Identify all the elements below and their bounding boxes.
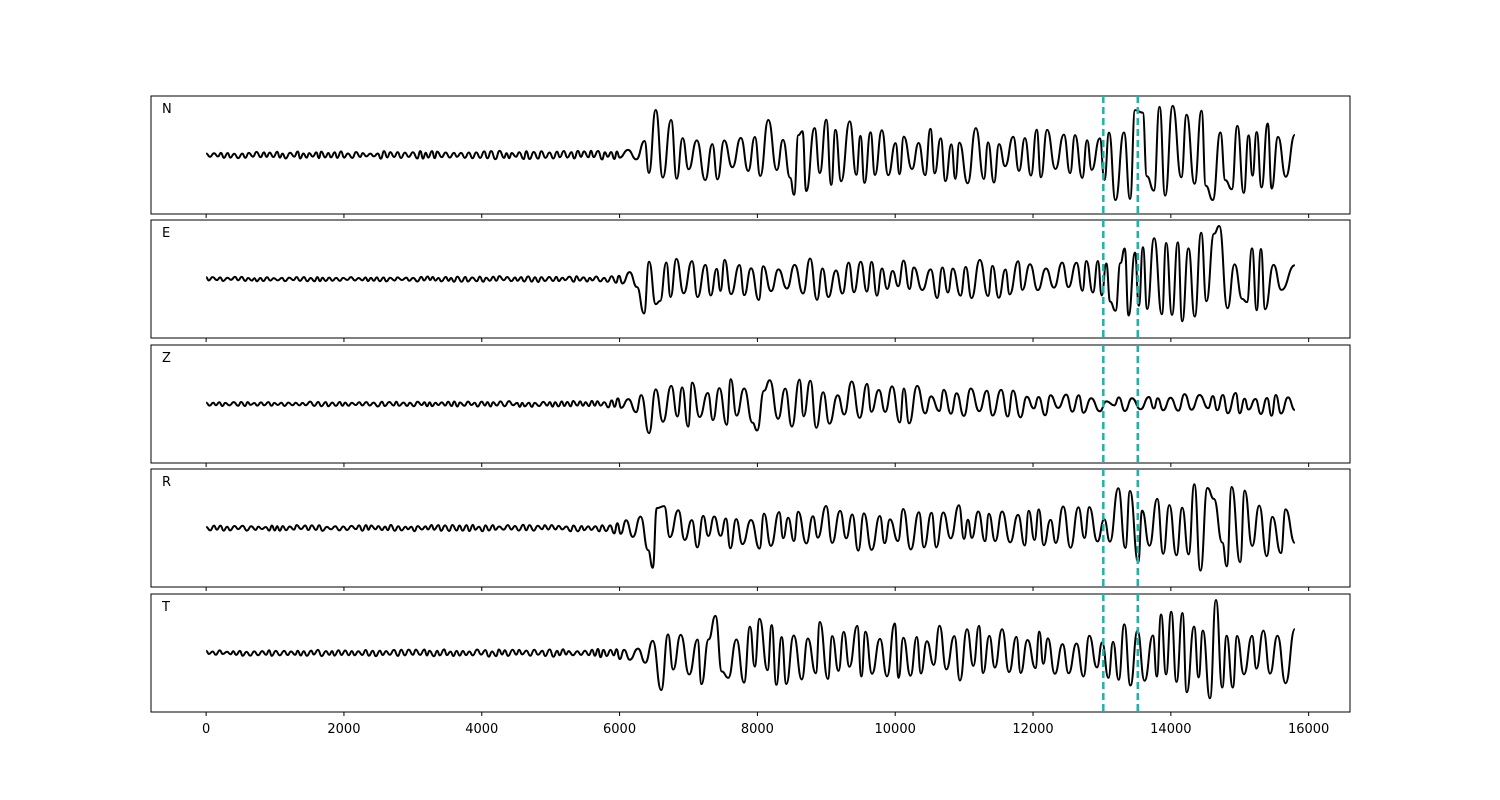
panel-frame [150, 593, 1351, 713]
panel-r: R [150, 468, 1351, 591]
panel-z: Z [150, 344, 1351, 467]
panel-frame [150, 219, 1351, 339]
x-tick-label: 4000 [465, 722, 498, 737]
waveform-trace-z [205, 378, 1296, 435]
x-tick-label: 8000 [741, 722, 774, 737]
panel-label: Z [162, 351, 171, 366]
x-tick-label: 6000 [603, 722, 636, 737]
trace-panels: N E Z R T [150, 95, 1351, 716]
x-tick-label: 14000 [1150, 722, 1191, 737]
waveform-trace-e [205, 225, 1296, 323]
panel-n: N [150, 95, 1351, 218]
waveform-trace-n [205, 104, 1296, 202]
x-tick-label: 10000 [875, 722, 916, 737]
x-axis: 0 2000 4000 6000 8000 10000 12000 14000 16000 [202, 722, 1329, 737]
panel-frame [150, 95, 1351, 215]
waveform-trace-t [205, 599, 1296, 700]
waveform-trace-r [205, 483, 1296, 572]
x-tick-label: 2000 [327, 722, 360, 737]
panel-frame [150, 344, 1351, 464]
x-tick-label: 0 [202, 722, 210, 737]
panel-label: T [161, 600, 170, 615]
x-tick-label: 12000 [1012, 722, 1053, 737]
x-tick-label: 16000 [1288, 722, 1329, 737]
panel-frame [150, 468, 1351, 588]
panel-t: T [150, 593, 1351, 716]
panel-e: E [150, 219, 1351, 342]
panel-label: N [162, 102, 172, 117]
panel-label: R [162, 475, 171, 490]
panel-label: E [162, 226, 170, 241]
